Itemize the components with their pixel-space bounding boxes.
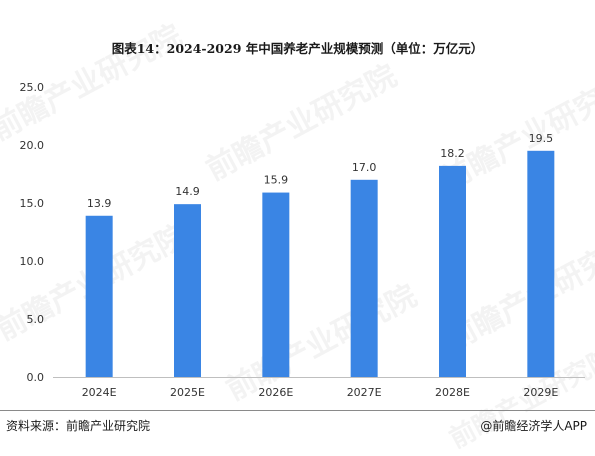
footer-credit: @前瞻经济学人APP [480, 419, 587, 433]
value-labels: 13.9 14.9 15.9 17.0 18.2 19.5 [87, 132, 553, 210]
x-tick-labels: 2024E 2025E 2026E 2027E 2028E 2029E [82, 386, 559, 399]
value-label: 14.9 [175, 185, 200, 198]
chart-title: 图表14：2024-2029 年中国养老产业规模预测（单位：万亿元） [111, 41, 484, 56]
y-tick-label: 5.0 [27, 313, 45, 326]
bar-2028E [439, 165, 466, 377]
value-label: 19.5 [529, 132, 554, 145]
y-tick-label: 10.0 [20, 255, 45, 268]
footer-source: 资料来源：前瞻产业研究院 [6, 419, 151, 433]
bars [85, 150, 555, 377]
x-tick-label: 2025E [170, 386, 205, 399]
x-tick-label: 2029E [523, 386, 558, 399]
value-label: 13.9 [87, 197, 112, 210]
bar-2026E [262, 192, 290, 377]
y-tick-label: 0.0 [27, 371, 45, 384]
footer-divider [0, 410, 595, 411]
bar-2027E [350, 179, 378, 377]
value-label: 18.2 [440, 147, 465, 160]
y-tick-labels: 0.0 5.0 10.0 15.0 20.0 25.0 [20, 81, 45, 384]
x-tick-label: 2024E [82, 386, 117, 399]
x-tick-label: 2027E [347, 386, 382, 399]
x-tick-label: 2028E [435, 386, 470, 399]
value-label: 15.9 [264, 174, 289, 187]
bar-2029E [527, 150, 555, 377]
value-label: 17.0 [352, 161, 377, 174]
bar-chart: 0.05.010.015.020.025.0 13.914.915.917.01… [20, 81, 585, 399]
y-tick-label: 20.0 [20, 139, 45, 152]
bar-2025E [174, 204, 201, 377]
y-tick-label: 25.0 [20, 81, 45, 94]
x-tick-label: 2026E [258, 386, 293, 399]
bar-2024E [85, 215, 113, 377]
y-tick-label: 15.0 [20, 197, 45, 210]
